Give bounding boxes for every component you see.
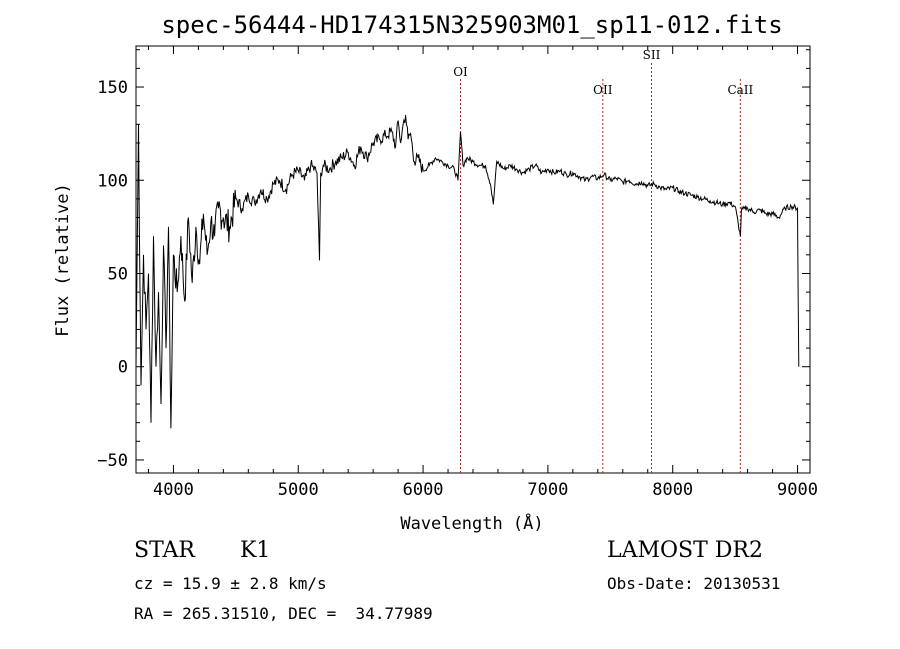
obs-date: Obs-Date: 20130531 — [607, 574, 781, 593]
y-tick-label: 150 — [97, 78, 128, 98]
x-axis-label: Wavelength (Å) — [400, 512, 543, 534]
x-tick-label: 6000 — [403, 480, 444, 500]
spectral-line-markers: OI OII SII CaII — [453, 48, 754, 473]
spectral-line-label: OII — [593, 83, 613, 97]
y-tick-label: 0 — [118, 358, 128, 378]
survey-label: LAMOST DR2 — [607, 538, 763, 563]
x-axis: 4000 5000 6000 7000 8000 9000 — [147, 46, 818, 500]
y-tick-label: 50 — [108, 264, 128, 284]
subclass-label: K1 — [240, 538, 271, 563]
class-label: STAR — [134, 538, 195, 563]
cz-value: cz = 15.9 ± 2.8 km/s — [134, 574, 327, 593]
coordinates: RA = 265.31510, DEC = 34.77989 — [134, 604, 433, 623]
spectral-line-label: SII — [643, 48, 661, 62]
spectrum-series-line — [135, 114, 800, 429]
y-tick-label: −50 — [97, 451, 128, 471]
y-axis: −50 0 50 100 150 — [97, 49, 810, 471]
y-tick-label: 100 — [97, 171, 128, 191]
chart-title: spec-56444-HD174315N325903M01_sp11-012.f… — [161, 11, 782, 39]
spectral-line-label: CaII — [727, 83, 753, 97]
y-axis-label: Flux (relative) — [53, 183, 73, 337]
x-tick-label: 7000 — [527, 480, 568, 500]
x-tick-label: 5000 — [278, 480, 319, 500]
plot-frame — [135, 45, 811, 474]
x-tick-label: 9000 — [777, 480, 818, 500]
x-tick-label: 8000 — [652, 480, 693, 500]
spectral-line-label: OI — [453, 65, 468, 79]
x-tick-label: 4000 — [153, 480, 194, 500]
